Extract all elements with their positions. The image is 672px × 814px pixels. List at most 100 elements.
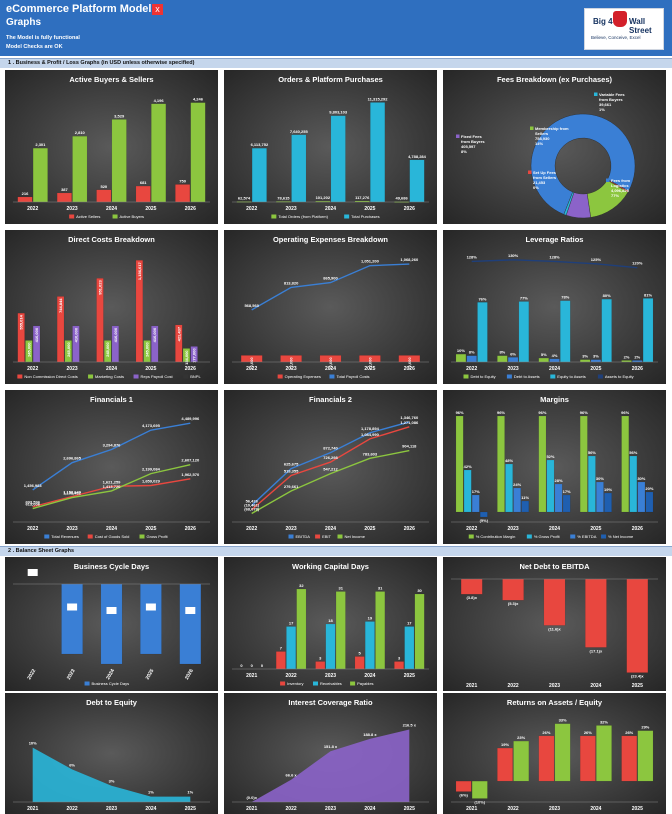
bar-receivables [325, 623, 336, 670]
data-label: 29% [641, 725, 649, 730]
pie-label-swatch [456, 134, 460, 138]
legend-swatch [550, 374, 556, 379]
line-ebit [251, 426, 410, 511]
legend-item: Reps Payroll Cost [141, 374, 174, 379]
x-tick-label: 2025 [145, 668, 156, 681]
data-label: (11.6)x [548, 626, 561, 631]
data-label: 410,000 [34, 327, 39, 342]
x-tick-label: 2024 [364, 673, 375, 679]
bar-equity-to-assets [601, 298, 612, 363]
x-tick-label: 2021 [466, 806, 477, 812]
data-label: 3% [593, 354, 599, 359]
x-tick-label: 2022 [27, 526, 38, 532]
legend-item: % Contribution Margin [476, 534, 516, 539]
legend-swatch [271, 214, 277, 219]
chart-title: Active Buyers & Sellers [69, 75, 153, 84]
data-label: 4% [552, 353, 558, 358]
pie-label-pct: 1% [599, 107, 605, 112]
data-label: 128% [549, 254, 560, 259]
legend-swatch [133, 374, 139, 379]
pie-label-swatch [530, 126, 534, 130]
data-label: 2,696,865 [63, 456, 82, 461]
x-tick-label: 2022 [286, 673, 297, 679]
x-tick-label: 2023 [286, 526, 297, 532]
x-tick-label: 2022 [246, 366, 257, 372]
data-label: 0 [261, 663, 264, 668]
bar-receivables [286, 626, 296, 670]
logo-text-a: Big 4 [593, 17, 613, 26]
data-label: (7) [148, 605, 154, 610]
x-tick-label: 2023 [325, 806, 336, 812]
section-bar-pnl: 1 . Business & Profit / Loss Graphs (in … [0, 58, 672, 68]
legend-swatch [350, 681, 356, 686]
data-label: 245,000 [105, 342, 110, 357]
legend-swatch [88, 374, 94, 379]
x-tick-label: 2025 [185, 806, 196, 812]
x-tick-label: 2023 [67, 366, 78, 372]
data-label: 1,108,482 [63, 491, 82, 496]
data-label: 23% [517, 735, 525, 740]
line-net-income [251, 449, 410, 515]
data-label: 245,000 [26, 342, 31, 357]
data-label: 3,529 [114, 113, 125, 118]
chart-svg-direct-costs: Direct Costs Breakdown 2022 2023 2024 2025 20… [13, 235, 210, 379]
data-label: 387 [61, 187, 68, 192]
chart-svg-business-cycle-days: Business Cycle Days 2022 2023 2024 2025 2026 0… [13, 562, 210, 686]
legend-item: Operating Expenses [285, 374, 321, 379]
data-label: 72,000 [249, 357, 254, 370]
legend-swatch [468, 534, 474, 539]
data-label: 1% [148, 790, 154, 795]
bar-debt-to-assets [549, 358, 560, 363]
chart-svg-active-buyers-sellers: Active Buyers & Sellers 2022 2023 2024 2025 2… [13, 75, 210, 219]
data-label: 76% [478, 296, 486, 301]
chart-title: Interest Coverage Ratio [288, 698, 373, 707]
x-tick-label: 2022 [508, 683, 519, 689]
data-label: 32 [299, 583, 304, 588]
pie-label-name: from Buyers [461, 139, 485, 144]
data-label: 2,607,120 [181, 458, 200, 463]
bar-debt-to-assets [466, 355, 477, 363]
bar-total-purchases [409, 159, 425, 203]
chart-title: Debt to Equity [86, 698, 138, 707]
x-tick-label: 2024 [590, 806, 601, 812]
x-tick-label: 2024 [105, 668, 116, 681]
bar-net-debt-to-ebitda [460, 578, 483, 595]
legend-swatch [597, 374, 603, 379]
pie-label-value: 39,661 [599, 102, 612, 107]
x-tick-label: 2026 [185, 526, 196, 532]
data-label: 865,900 [323, 276, 338, 281]
data-label: 3 [319, 656, 322, 661]
data-label: 120% [632, 261, 643, 266]
pie-label-swatch [528, 170, 532, 174]
data-label: 17 [289, 621, 294, 626]
data-label: 3% [582, 354, 588, 359]
x-tick-label: 2023 [67, 526, 78, 532]
x-tick-label: 2022 [246, 206, 257, 212]
pie-label-name: Sellers [535, 131, 549, 136]
line-gross-profit [32, 463, 191, 510]
data-label: 72,000 [407, 357, 412, 370]
legend-swatch [84, 681, 90, 686]
data-label: 410,000 [152, 327, 157, 342]
data-label: 26% [542, 730, 550, 735]
data-label-box [185, 607, 196, 614]
pie-label-value: 21,453 [533, 180, 546, 185]
data-label: 56,426 [246, 498, 259, 503]
bar-active-sellers [135, 185, 151, 203]
bar-debt-to-assets [507, 357, 519, 363]
close-icon[interactable]: x [152, 4, 163, 15]
data-label: 726,298 [323, 455, 338, 460]
data-label: 26% [584, 730, 592, 735]
chart-panel-returns-assets-equity: Returns on Assets / Equity 2021 2022 2023 20… [443, 693, 666, 814]
legend-item: Gross Profit [147, 534, 169, 539]
model-title: eCommerce Platform Model [6, 3, 152, 15]
data-label: 3,294,876 [103, 443, 122, 448]
bar-business-cycle-days [61, 583, 83, 655]
x-tick-label: 2022 [466, 366, 477, 372]
legend-item: Business Cycle Days [92, 681, 130, 686]
data-label: 10% [457, 348, 465, 353]
bar-total-purchases [370, 102, 386, 203]
chart-title: Business Cycle Days [74, 562, 149, 571]
legend-item: Net Income [345, 534, 366, 539]
pie-label-name: Fees from [611, 178, 631, 183]
